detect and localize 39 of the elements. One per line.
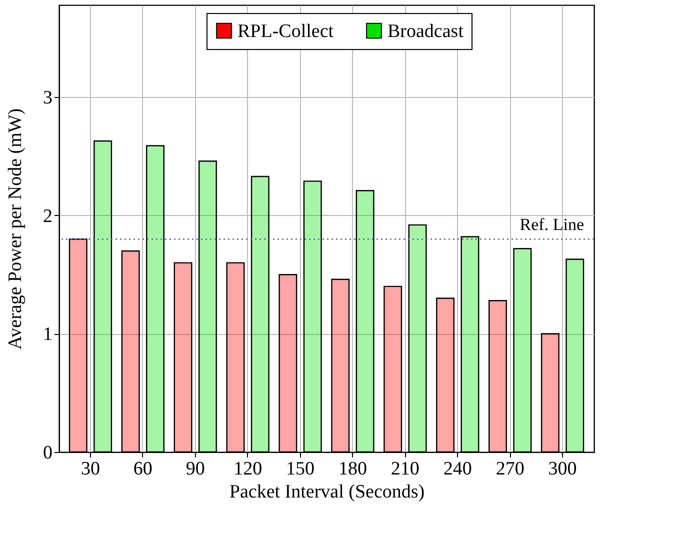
bar xyxy=(303,180,322,453)
x-tick-label: 240 xyxy=(443,458,472,480)
bar xyxy=(460,236,480,453)
bar xyxy=(278,274,298,453)
x-tick-label: 30 xyxy=(80,458,100,480)
x-tick-label: 210 xyxy=(390,458,420,480)
bar xyxy=(68,238,88,453)
x-tick-label: 270 xyxy=(496,458,524,480)
bar xyxy=(356,190,374,453)
x-tick-label: 150 xyxy=(286,458,315,480)
legend-label: RPL-Collect xyxy=(238,20,334,42)
x-tick-label: 60 xyxy=(133,458,152,480)
bar xyxy=(94,140,112,453)
bar xyxy=(226,262,245,453)
bar xyxy=(436,298,455,453)
bar xyxy=(540,333,560,453)
bar xyxy=(198,160,217,453)
x-tick-label: 90 xyxy=(186,458,205,480)
x-axis-title: Packet Interval (Seconds) xyxy=(229,482,425,502)
bar xyxy=(513,248,532,453)
bar xyxy=(408,224,427,453)
y-tick-label: 3 xyxy=(43,88,52,109)
bar xyxy=(121,250,140,453)
x-tick-label: 180 xyxy=(338,458,367,480)
legend-label: Broadcast xyxy=(388,20,464,42)
ref-line-label: Ref. Line xyxy=(520,215,584,234)
bar xyxy=(488,300,507,453)
y-tick-label: 0 xyxy=(43,442,52,464)
y-tick-label: 1 xyxy=(43,324,52,346)
x-tick-label: 120 xyxy=(234,458,262,480)
bar xyxy=(174,262,192,453)
bar xyxy=(146,145,164,453)
bar xyxy=(566,258,584,453)
y-axis-title: Average Power per Node (mW) xyxy=(5,108,26,350)
y-tick-label: 2 xyxy=(43,206,52,227)
bar xyxy=(250,176,270,453)
bar xyxy=(331,278,350,453)
bar xyxy=(384,286,402,453)
x-tick-label: 300 xyxy=(548,458,577,480)
